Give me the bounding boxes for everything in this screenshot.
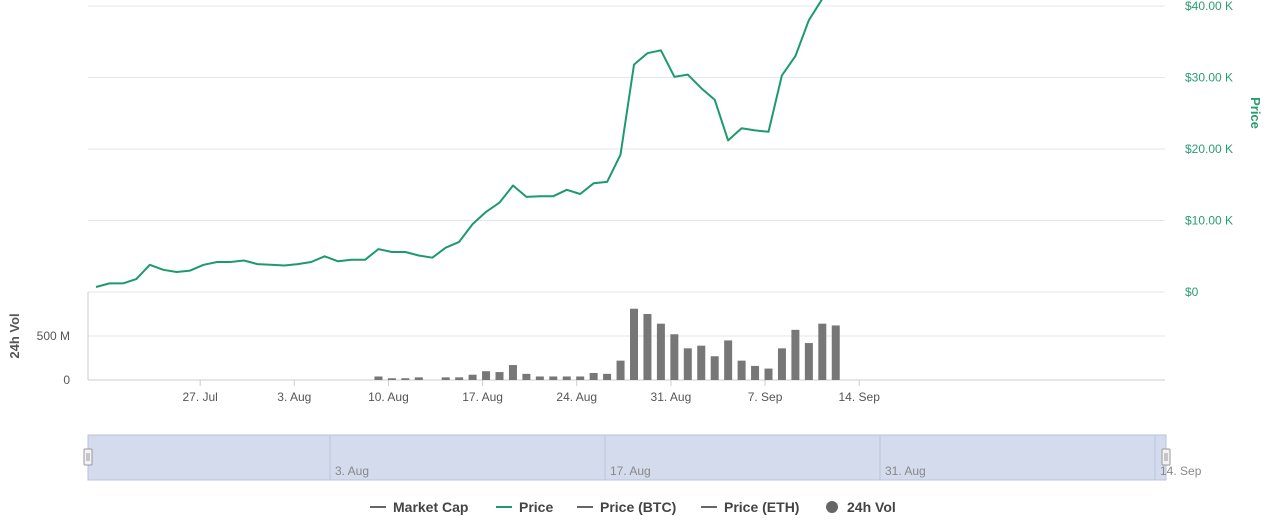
navigator-right-handle[interactable] [1161, 448, 1171, 466]
legend-label: 24h Vol [847, 499, 896, 515]
volume-bar[interactable] [401, 378, 410, 380]
volume-bar[interactable] [630, 308, 638, 380]
volume-bar[interactable] [535, 376, 544, 380]
legend-item-price[interactable]: Price [496, 499, 553, 515]
price-axis-ticks: $0 $10.00 K $20.00 K $30.00 K $40.00 K [1185, 0, 1233, 299]
navigator-label: 31. Aug [885, 464, 926, 478]
x-tick-label: 3. Aug [277, 390, 311, 404]
volume-axis-ticks: 0 500 M [37, 329, 71, 387]
volume-bar[interactable] [495, 372, 504, 380]
volume-bar[interactable] [831, 325, 840, 380]
volume-bar[interactable] [603, 373, 612, 380]
volume-bar[interactable] [724, 340, 733, 380]
volume-bar[interactable] [683, 348, 692, 380]
legend-item-24h-vol[interactable]: 24h Vol [826, 499, 896, 515]
x-tick-label: 7. Sep [748, 390, 783, 404]
volume-bar[interactable] [576, 376, 585, 380]
price-axis-title: Price [1248, 97, 1263, 129]
volume-bar[interactable] [562, 376, 571, 380]
volume-bars [374, 308, 840, 380]
legend-label: Price (ETH) [724, 499, 799, 515]
x-tick-label: 31. Aug [651, 390, 692, 404]
navigator-label: 14. Sep [1160, 464, 1202, 478]
navigator[interactable]: 3. Aug 17. Aug 31. Aug 14. Sep [83, 434, 1202, 481]
volume-bar[interactable] [441, 377, 450, 380]
volume-bar[interactable] [791, 329, 800, 380]
price-tick-label: $30.00 K [1185, 71, 1233, 85]
navigator-label: 3. Aug [335, 464, 369, 478]
volume-axis-title: 24h Vol [7, 313, 22, 358]
legend-label: Market Cap [393, 499, 468, 515]
volume-bar[interactable] [643, 314, 652, 380]
volume-bar[interactable] [777, 348, 786, 380]
price-tick-label: $20.00 K [1185, 142, 1233, 156]
volume-bar[interactable] [589, 372, 598, 380]
legend-label: Price [519, 499, 553, 515]
volume-bar[interactable] [387, 378, 396, 380]
grid-layer [87, 5, 1165, 381]
volume-bar[interactable] [468, 374, 477, 380]
volume-bar[interactable] [818, 323, 827, 380]
volume-bar[interactable] [455, 377, 464, 380]
volume-bar[interactable] [374, 376, 383, 380]
volume-bar[interactable] [737, 360, 746, 380]
volume-bar[interactable] [616, 360, 625, 380]
volume-tick-label: 0 [63, 373, 70, 387]
legend-item-price-eth[interactable]: Price (ETH) [701, 499, 799, 515]
x-tick-label: 10. Aug [368, 390, 409, 404]
navigator-selection[interactable] [87, 434, 1167, 481]
price-tick-label: $0 [1185, 285, 1199, 299]
x-axis-ticks: 27. Jul 3. Aug 10. Aug 17. Aug 24. Aug 31. Au… [182, 380, 880, 404]
volume-bar[interactable] [670, 334, 679, 380]
navigator-label: 17. Aug [610, 464, 651, 478]
volume-bar[interactable] [710, 356, 719, 380]
volume-bar[interactable] [508, 365, 517, 380]
x-tick-label: 27. Jul [182, 390, 217, 404]
volume-tick-label: 500 M [37, 329, 70, 343]
legend-symbol [826, 501, 838, 513]
volume-bar[interactable] [522, 373, 531, 380]
volume-bar[interactable] [656, 323, 665, 380]
legend-label: Price (BTC) [600, 499, 676, 515]
x-tick-label: 24. Aug [556, 390, 597, 404]
volume-bar[interactable] [764, 368, 773, 380]
price-tick-label: $10.00 K [1185, 214, 1233, 228]
legend-item-market-cap[interactable]: Market Cap [370, 499, 468, 515]
x-tick-label: 14. Sep [839, 390, 881, 404]
volume-bar[interactable] [549, 376, 558, 380]
volume-bar[interactable] [482, 371, 491, 380]
volume-bar[interactable] [414, 377, 423, 380]
price-series-line[interactable] [95, 0, 823, 288]
x-tick-label: 17. Aug [462, 390, 503, 404]
legend: Market Cap Price Price (BTC) Price (ETH) 24h… [370, 499, 896, 515]
navigator-left-handle[interactable] [83, 448, 93, 466]
volume-bar[interactable] [751, 365, 760, 380]
volume-bar[interactable] [697, 345, 706, 380]
legend-item-price-btc[interactable]: Price (BTC) [577, 499, 676, 515]
volume-bar[interactable] [804, 343, 813, 380]
price-tick-label: $40.00 K [1185, 0, 1233, 13]
